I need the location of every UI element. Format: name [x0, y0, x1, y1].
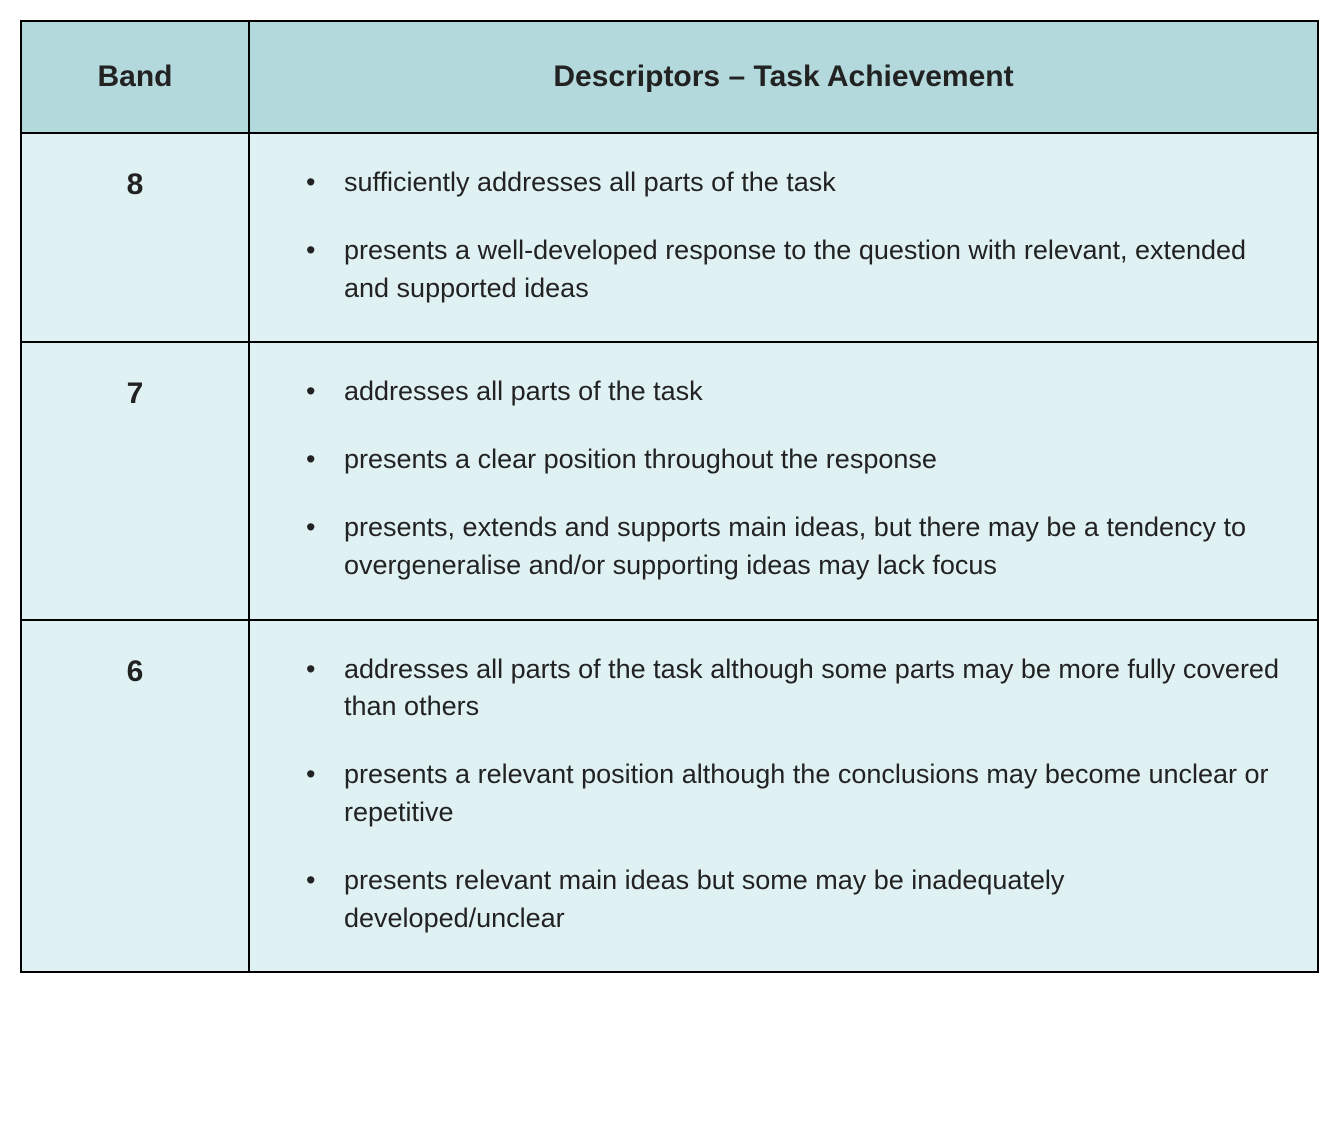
descriptor-item: presents a well-developed response to th…: [288, 232, 1279, 308]
descriptors-cell: sufficiently addresses all parts of the …: [249, 133, 1318, 342]
descriptor-item: addresses all parts of the task although…: [288, 651, 1279, 727]
descriptor-item: presents relevant main ideas but some ma…: [288, 862, 1279, 938]
band-cell: 7: [21, 342, 249, 619]
descriptors-cell: addresses all parts of the task although…: [249, 620, 1318, 973]
descriptors-cell: addresses all parts of the task presents …: [249, 342, 1318, 619]
header-descriptors: Descriptors – Task Achievement: [249, 21, 1318, 133]
descriptor-item: presents, extends and supports main idea…: [288, 509, 1279, 585]
descriptor-item: addresses all parts of the task: [288, 373, 1279, 411]
table: Band Descriptors – Task Achievement 8 suf…: [20, 20, 1319, 973]
header-band: Band: [21, 21, 249, 133]
band-descriptors-table: Band Descriptors – Task Achievement 8 suf…: [20, 20, 1319, 973]
descriptor-item: presents a relevant position although th…: [288, 756, 1279, 832]
table-body: 8 sufficiently addresses all parts of the…: [21, 133, 1318, 972]
table-row: 7 addresses all parts of the task presents…: [21, 342, 1318, 619]
band-cell: 6: [21, 620, 249, 973]
descriptor-list: addresses all parts of the task although…: [288, 651, 1279, 938]
descriptor-list: addresses all parts of the task presents …: [288, 373, 1279, 584]
band-cell: 8: [21, 133, 249, 342]
descriptor-item: presents a clear position throughout the…: [288, 441, 1279, 479]
descriptor-list: sufficiently addresses all parts of the …: [288, 164, 1279, 307]
descriptor-item: sufficiently addresses all parts of the …: [288, 164, 1279, 202]
table-row: 8 sufficiently addresses all parts of the…: [21, 133, 1318, 342]
table-row: 6 addresses all parts of the task althoug…: [21, 620, 1318, 973]
table-header-row: Band Descriptors – Task Achievement: [21, 21, 1318, 133]
